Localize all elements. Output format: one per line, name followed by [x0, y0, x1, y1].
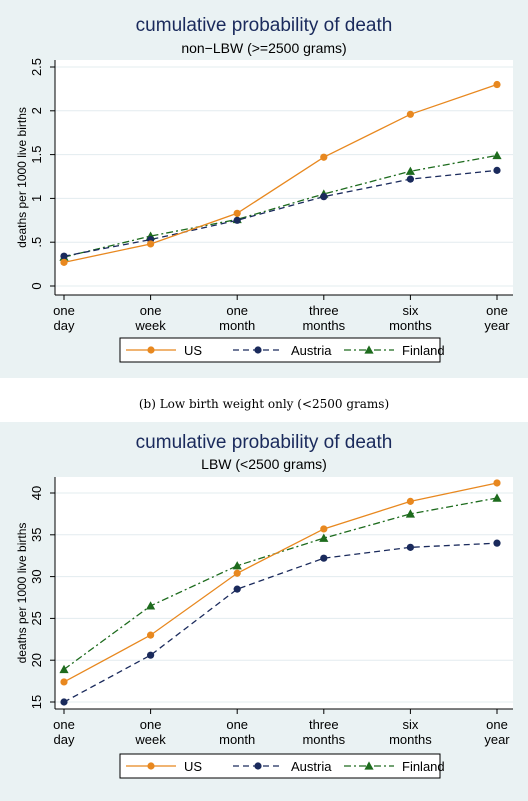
x-tick-label-line1: three	[309, 303, 339, 318]
x-tick-label-line1: six	[402, 303, 418, 318]
x-tick-label-line1: three	[309, 717, 339, 732]
y-tick-label: 35	[29, 528, 44, 542]
data-point-austria	[60, 698, 68, 706]
chart-subtitle: non−LBW (>=2500 grams)	[181, 40, 346, 56]
x-tick-label-line2: year	[484, 732, 510, 747]
x-tick-label-line1: one	[53, 717, 75, 732]
chart-bottom: cumulative probability of death LBW (<250…	[15, 432, 513, 779]
data-point-us	[147, 631, 155, 639]
y-tick-label: 2.5	[29, 58, 44, 76]
x-tick-label-line2: months	[302, 318, 345, 333]
legend-label-austria: Austria	[291, 759, 332, 774]
chart-panel-bottom: cumulative probability of death LBW (<250…	[0, 422, 528, 801]
data-point-austria	[60, 252, 68, 260]
chart-title: cumulative probability of death	[136, 432, 393, 453]
plot-area	[55, 477, 513, 709]
data-point-finland	[319, 533, 329, 542]
legend-marker-austria	[254, 346, 262, 354]
data-point-us	[320, 153, 328, 161]
legend-marker-finland	[364, 345, 374, 354]
x-tick-label-line2: week	[134, 732, 166, 747]
data-point-finland	[492, 150, 502, 160]
plot-area	[55, 60, 513, 295]
data-point-us	[493, 80, 501, 89]
data-point-finland	[405, 509, 415, 518]
y-tick-label: 2	[29, 107, 44, 114]
x-tick-label-line1: one	[53, 303, 75, 318]
data-point-us	[320, 525, 328, 533]
y-tick-label: 1	[29, 195, 44, 202]
data-point-us	[233, 569, 241, 577]
legend-label-us: US	[184, 759, 202, 774]
x-tick-label-line2: month	[219, 318, 255, 333]
data-point-finland	[405, 166, 415, 175]
x-tick-label-line2: day	[54, 732, 75, 747]
figure-caption: (b) Low birth weight only (<2500 grams)	[138, 397, 390, 411]
chart-subtitle: LBW (<2500 grams)	[201, 456, 327, 472]
data-point-finland	[232, 561, 242, 570]
data-point-us	[406, 110, 414, 118]
y-tick-label: 40	[29, 486, 44, 500]
legend-label-finland: Finland	[402, 759, 445, 774]
data-point-us	[406, 497, 414, 505]
chart-panel-top: cumulative probability of death non−LBW (…	[0, 0, 528, 378]
legend-marker-us	[147, 762, 155, 770]
legend-label-austria: Austria	[291, 343, 332, 358]
y-axis-label: deaths per 1000 live births	[15, 523, 29, 664]
x-tick-label-line2: month	[219, 732, 255, 747]
data-point-finland	[146, 601, 156, 610]
x-tick-label-line1: one	[486, 717, 508, 732]
legend-marker-finland	[364, 761, 374, 770]
data-point-austria	[406, 175, 414, 183]
chart-top: cumulative probability of death non−LBW (…	[15, 15, 513, 363]
data-point-finland	[492, 493, 502, 502]
y-tick-label: 30	[29, 569, 44, 583]
data-point-us	[147, 240, 155, 248]
x-tick-label-line1: one	[140, 303, 162, 318]
data-point-austria	[320, 554, 328, 562]
y-tick-label: 20	[29, 653, 44, 667]
x-tick-label-line1: one	[486, 303, 508, 318]
data-point-austria	[147, 651, 155, 659]
chart-title: cumulative probability of death	[136, 15, 393, 36]
data-point-us	[233, 209, 241, 217]
y-tick-label: 25	[29, 611, 44, 625]
series-line-austria	[63, 542, 498, 703]
x-tick-label-line1: one	[226, 303, 248, 318]
legend-marker-us	[147, 346, 155, 354]
data-point-austria	[233, 216, 241, 224]
x-tick-label-line2: year	[484, 318, 510, 333]
data-point-austria	[493, 166, 501, 174]
data-point-austria	[233, 585, 241, 593]
series-line-us	[63, 482, 498, 683]
data-point-austria	[406, 543, 414, 551]
y-axis-label: deaths per 1000 live births	[15, 107, 29, 248]
y-tick-label: 0	[29, 282, 44, 289]
x-tick-label-line2: week	[134, 318, 166, 333]
x-tick-label-line2: months	[302, 732, 345, 747]
y-tick-label: .5	[29, 237, 44, 248]
data-point-austria	[320, 193, 328, 201]
series-line-finland	[63, 154, 498, 258]
y-tick-label: 1.5	[29, 146, 44, 164]
data-point-us	[60, 258, 68, 266]
data-point-austria	[493, 539, 501, 547]
x-tick-label-line2: day	[54, 318, 75, 333]
x-tick-label-line1: one	[226, 717, 248, 732]
data-point-us	[493, 479, 501, 487]
legend-label-finland: Finland	[402, 343, 445, 358]
x-tick-label-line1: one	[140, 717, 162, 732]
legend-marker-austria	[254, 762, 262, 770]
x-tick-label-line2: months	[389, 318, 432, 333]
y-tick-label: 15	[29, 695, 44, 709]
x-tick-label-line1: six	[402, 717, 418, 732]
data-point-us	[60, 678, 68, 686]
data-point-finland	[59, 664, 69, 674]
legend-label-us: US	[184, 343, 202, 358]
series-line-austria	[63, 169, 498, 257]
x-tick-label-line2: months	[389, 732, 432, 747]
series-line-us	[63, 83, 498, 263]
